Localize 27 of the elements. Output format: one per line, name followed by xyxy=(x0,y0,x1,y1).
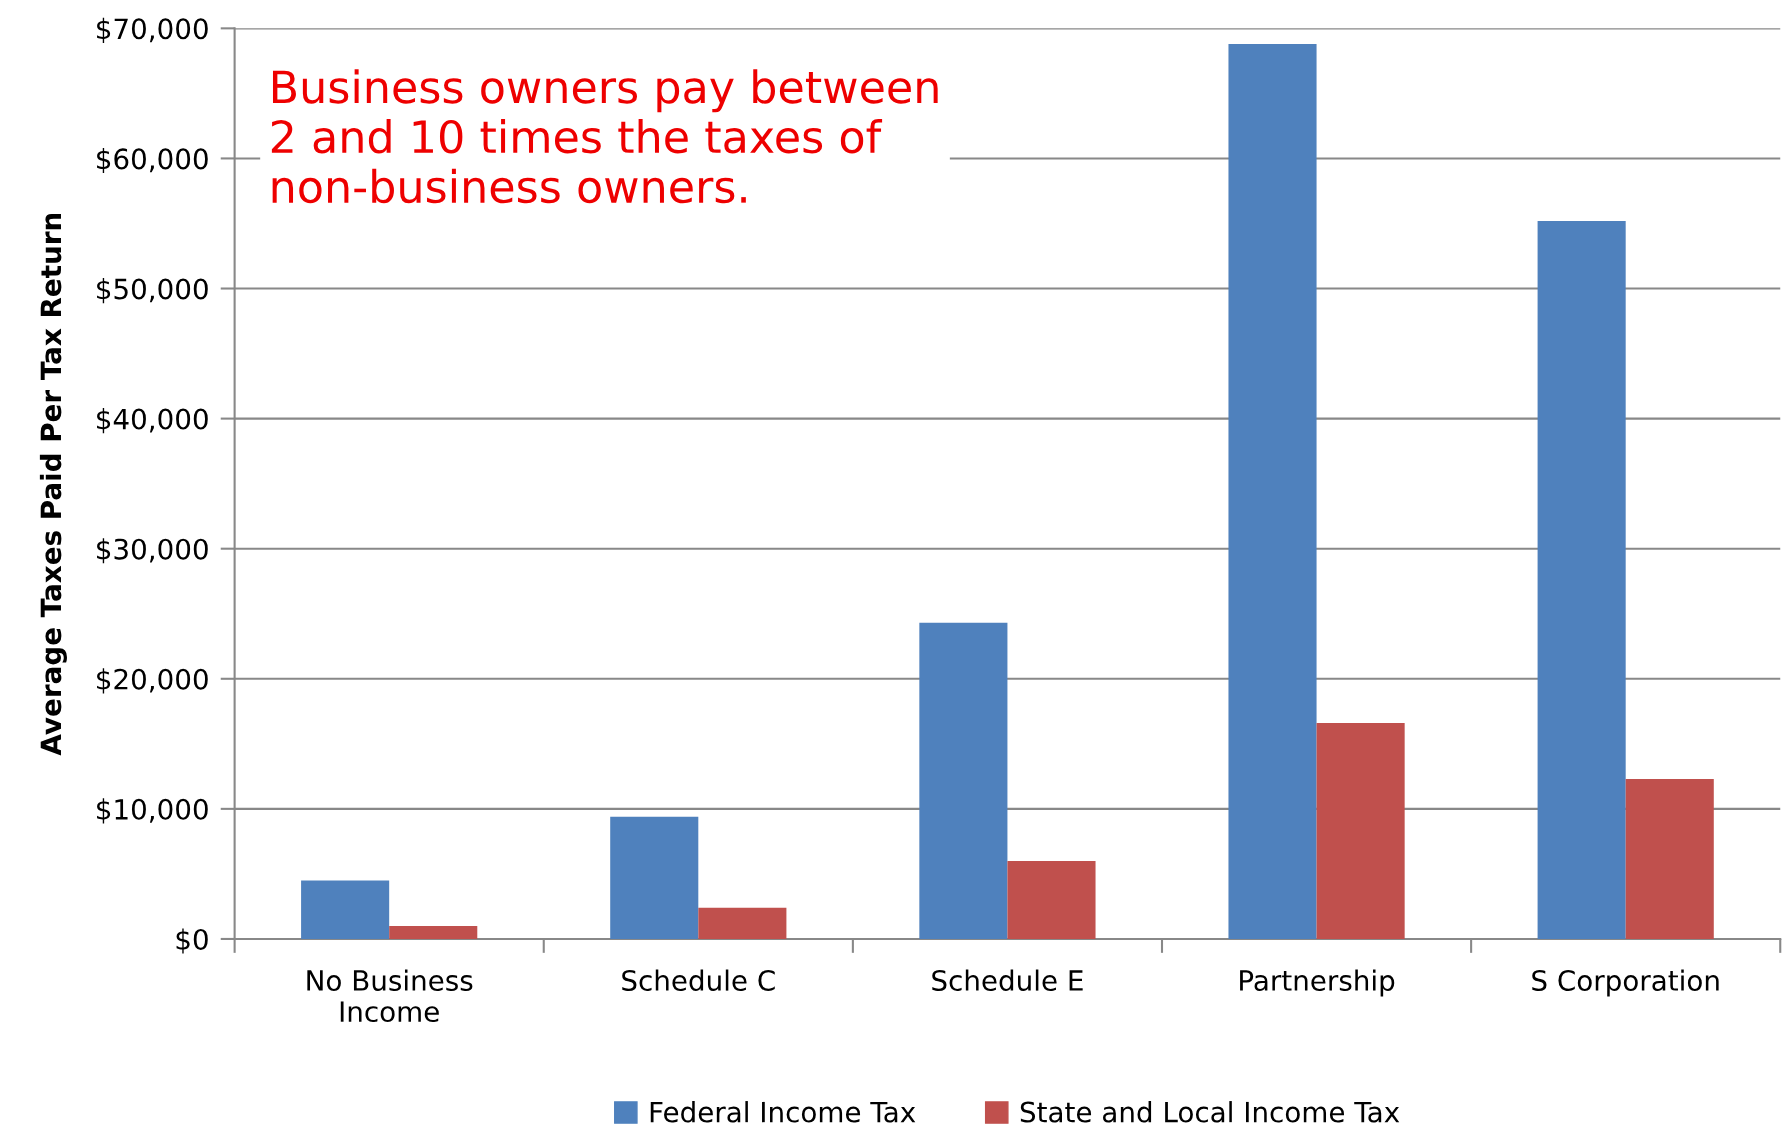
bar xyxy=(389,925,478,939)
bar xyxy=(919,622,1008,939)
y-tick-label: $60,000 xyxy=(97,147,208,174)
bar xyxy=(1316,723,1405,939)
x-tick-label: Schedule C xyxy=(622,969,775,992)
bar xyxy=(1228,43,1317,939)
legend-label: Federal Income Tax xyxy=(650,1101,916,1123)
y-tick-label: $10,000 xyxy=(97,798,208,824)
y-tick-label: $50,000 xyxy=(97,277,208,304)
bar xyxy=(1537,220,1626,939)
bar xyxy=(1625,778,1714,939)
x-tick-label: Schedule E xyxy=(932,969,1083,992)
annotation: Business owners pay between 2 and 10 times the taxes of non-business owners. xyxy=(271,69,938,204)
legend-label: State and Local Income Tax xyxy=(1020,1101,1400,1123)
y-tick-label: $30,000 xyxy=(97,538,208,564)
y-tick-label: $40,000 xyxy=(97,408,208,434)
y-tick-label: $70,000 xyxy=(97,17,208,43)
bar xyxy=(1007,860,1096,939)
bar xyxy=(301,880,390,939)
bar xyxy=(610,816,699,939)
bar xyxy=(698,907,787,939)
x-tick-label: No Business Income xyxy=(307,969,473,1023)
x-tick-label: Partnership xyxy=(1240,969,1395,997)
y-tick-label: $20,000 xyxy=(97,668,208,694)
y-tick-label: $0 xyxy=(176,928,208,954)
x-tick-label: S Corporation xyxy=(1532,969,1719,997)
y-axis-title: Average Taxes Paid Per Tax Return xyxy=(39,213,67,756)
